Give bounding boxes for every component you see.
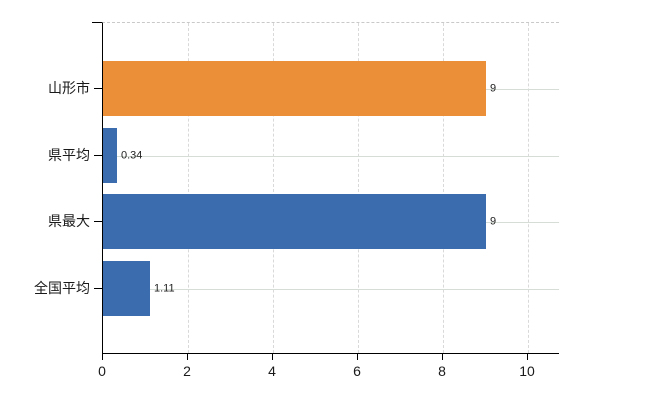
- plot-area: 9 0.34 9 1.11: [102, 22, 559, 354]
- vertical-gridline: [443, 23, 444, 353]
- bar-全国平均[interactable]: [103, 261, 150, 316]
- bar-県平均[interactable]: [103, 128, 117, 183]
- x-axis-tick-label: 2: [183, 363, 191, 379]
- vertical-gridline: [188, 23, 189, 353]
- y-axis-tick: [94, 221, 102, 222]
- x-axis-tick-label: 0: [98, 363, 106, 379]
- category-label: 山形市: [48, 80, 90, 96]
- bar-value-label: 0.34: [121, 149, 143, 162]
- bar-県最大[interactable]: [103, 194, 486, 249]
- x-axis-tick: [442, 354, 443, 360]
- x-axis-tick-label: 10: [519, 363, 535, 379]
- x-axis-tick-label: 8: [438, 363, 446, 379]
- vertical-gridline: [358, 23, 359, 353]
- vertical-gridline: [273, 23, 274, 353]
- bar-value-label: 9: [490, 215, 497, 228]
- x-axis-tick: [272, 354, 273, 360]
- bar-value-label: 1.11: [154, 282, 175, 295]
- y-axis-tick: [94, 288, 102, 289]
- x-axis-tick-label: 4: [268, 363, 276, 379]
- category-label: 県平均: [48, 147, 90, 163]
- x-axis-tick-label: 6: [353, 363, 361, 379]
- bar-山形市[interactable]: [103, 61, 486, 116]
- horizontal-gridline: [103, 289, 559, 290]
- category-label: 全国平均: [34, 280, 90, 296]
- x-axis-tick: [527, 354, 528, 360]
- y-axis-tick: [94, 155, 102, 156]
- x-axis-tick: [102, 354, 103, 360]
- vertical-gridline: [528, 23, 529, 353]
- x-axis-tick: [187, 354, 188, 360]
- bar-value-label: 9: [490, 82, 497, 95]
- y-axis-top-tick: [92, 22, 102, 23]
- category-label: 県最大: [48, 213, 90, 229]
- x-axis-tick: [357, 354, 358, 360]
- y-axis-tick: [94, 88, 102, 89]
- horizontal-gridline: [103, 156, 559, 157]
